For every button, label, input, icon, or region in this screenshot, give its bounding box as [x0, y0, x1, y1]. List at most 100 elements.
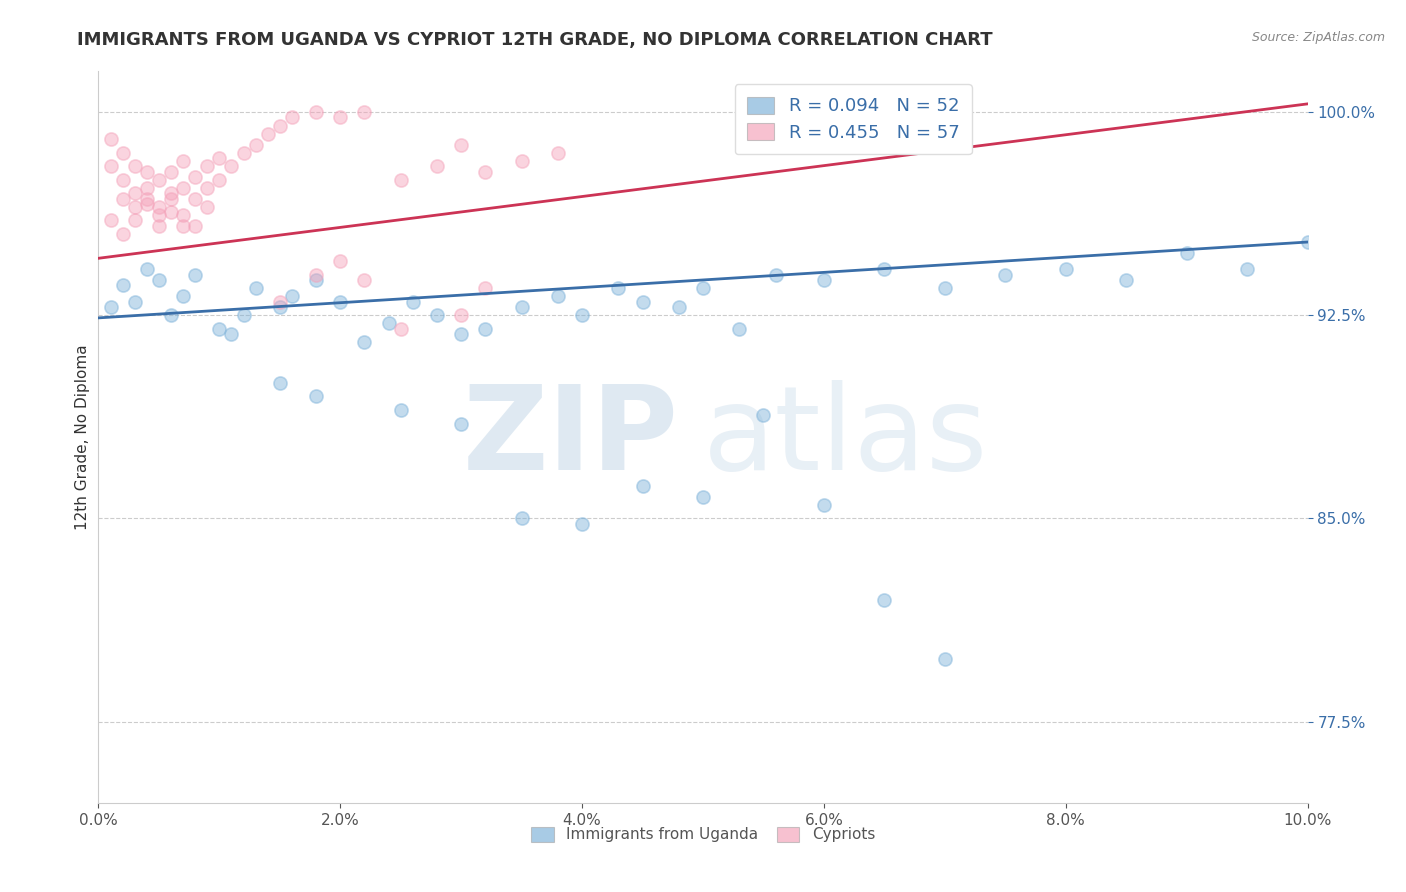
Point: [873, 592, 896, 607]
Point: [111, 278, 134, 293]
Point: [245, 281, 267, 295]
Point: [111, 172, 134, 186]
Point: [172, 219, 194, 233]
Point: [135, 192, 157, 206]
Point: [426, 159, 449, 173]
Point: [474, 322, 496, 336]
Point: [607, 281, 630, 295]
Point: [184, 169, 207, 184]
Point: [305, 105, 328, 120]
Point: [111, 192, 134, 206]
Point: [195, 181, 218, 195]
Point: [571, 516, 593, 531]
Point: [873, 262, 896, 277]
Point: [100, 159, 122, 173]
Point: [148, 208, 170, 222]
Point: [353, 105, 375, 120]
Point: [765, 268, 787, 282]
Point: [305, 389, 328, 403]
Point: [450, 137, 472, 152]
Point: [631, 294, 654, 309]
Point: [148, 219, 170, 233]
Point: [256, 127, 278, 141]
Text: atlas: atlas: [703, 380, 988, 494]
Point: [172, 153, 194, 168]
Text: ZIP: ZIP: [463, 380, 679, 494]
Point: [269, 376, 291, 390]
Point: [426, 308, 449, 322]
Point: [1175, 245, 1198, 260]
Point: [100, 300, 122, 314]
Point: [752, 409, 775, 423]
Point: [124, 213, 146, 227]
Point: [668, 300, 690, 314]
Point: [135, 197, 157, 211]
Point: [281, 111, 304, 125]
Point: [389, 322, 412, 336]
Point: [221, 159, 243, 173]
Point: [208, 172, 231, 186]
Point: [124, 186, 146, 201]
Point: [813, 273, 835, 287]
Point: [148, 200, 170, 214]
Point: [329, 111, 352, 125]
Point: [221, 327, 243, 342]
Point: [547, 145, 569, 160]
Point: [172, 181, 194, 195]
Point: [135, 164, 157, 178]
Point: [281, 289, 304, 303]
Point: [269, 119, 291, 133]
Point: [111, 145, 134, 160]
Point: [269, 294, 291, 309]
Point: [402, 294, 425, 309]
Point: [195, 159, 218, 173]
Legend: Immigrants from Uganda, Cypriots: Immigrants from Uganda, Cypriots: [523, 819, 883, 850]
Point: [1115, 273, 1137, 287]
Point: [389, 403, 412, 417]
Point: [510, 153, 533, 168]
Point: [172, 208, 194, 222]
Point: [728, 322, 751, 336]
Point: [571, 308, 593, 322]
Point: [450, 327, 472, 342]
Point: [148, 273, 170, 287]
Point: [547, 289, 569, 303]
Point: [994, 268, 1017, 282]
Point: [474, 164, 496, 178]
Point: [269, 300, 291, 314]
Point: [813, 498, 835, 512]
Point: [934, 281, 956, 295]
Point: [377, 316, 399, 330]
Point: [184, 192, 207, 206]
Point: [305, 268, 328, 282]
Point: [232, 145, 254, 160]
Text: Source: ZipAtlas.com: Source: ZipAtlas.com: [1251, 31, 1385, 45]
Point: [450, 417, 472, 431]
Point: [510, 300, 533, 314]
Point: [124, 159, 146, 173]
Point: [353, 335, 375, 350]
Point: [329, 254, 352, 268]
Point: [329, 294, 352, 309]
Point: [195, 200, 218, 214]
Point: [148, 172, 170, 186]
Point: [160, 192, 183, 206]
Point: [160, 308, 183, 322]
Point: [208, 322, 231, 336]
Point: [124, 294, 146, 309]
Point: [353, 273, 375, 287]
Point: [160, 186, 183, 201]
Point: [305, 273, 328, 287]
Point: [184, 219, 207, 233]
Point: [135, 181, 157, 195]
Point: [184, 268, 207, 282]
Text: IMMIGRANTS FROM UGANDA VS CYPRIOT 12TH GRADE, NO DIPLOMA CORRELATION CHART: IMMIGRANTS FROM UGANDA VS CYPRIOT 12TH G…: [77, 31, 993, 49]
Point: [934, 652, 956, 666]
Point: [172, 289, 194, 303]
Point: [208, 151, 231, 165]
Point: [160, 205, 183, 219]
Point: [1054, 262, 1077, 277]
Point: [692, 490, 714, 504]
Point: [1236, 262, 1258, 277]
Point: [1296, 235, 1319, 249]
